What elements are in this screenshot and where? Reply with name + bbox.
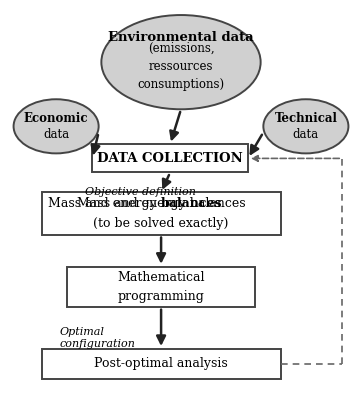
FancyBboxPatch shape (42, 192, 281, 235)
Text: Mass and energy: Mass and energy (49, 197, 161, 210)
FancyBboxPatch shape (92, 144, 248, 172)
Ellipse shape (14, 99, 98, 153)
Text: Environmental data: Environmental data (108, 31, 254, 44)
Text: (emissions,
ressources
consumptions): (emissions, ressources consumptions) (138, 42, 224, 91)
Text: DATA COLLECTION: DATA COLLECTION (97, 152, 243, 165)
Ellipse shape (101, 15, 261, 109)
Ellipse shape (264, 99, 348, 153)
Text: balances: balances (161, 197, 223, 210)
Text: Post-optimal analysis: Post-optimal analysis (94, 357, 228, 371)
Text: (to be solved exactly): (to be solved exactly) (93, 217, 229, 230)
Text: Mass and energy: Mass and energy (49, 197, 161, 210)
Text: Economic: Economic (24, 112, 88, 125)
Text: Technical: Technical (274, 112, 337, 125)
Text: Mathematical
programming: Mathematical programming (117, 271, 205, 303)
FancyBboxPatch shape (67, 267, 255, 307)
Text: data: data (293, 128, 319, 141)
Text: Mass and energy balances: Mass and energy balances (77, 197, 245, 210)
FancyBboxPatch shape (42, 349, 281, 379)
Text: data: data (43, 128, 69, 141)
Text: Objective definition: Objective definition (85, 187, 196, 196)
Text: Optimal
configuration: Optimal configuration (60, 327, 136, 349)
